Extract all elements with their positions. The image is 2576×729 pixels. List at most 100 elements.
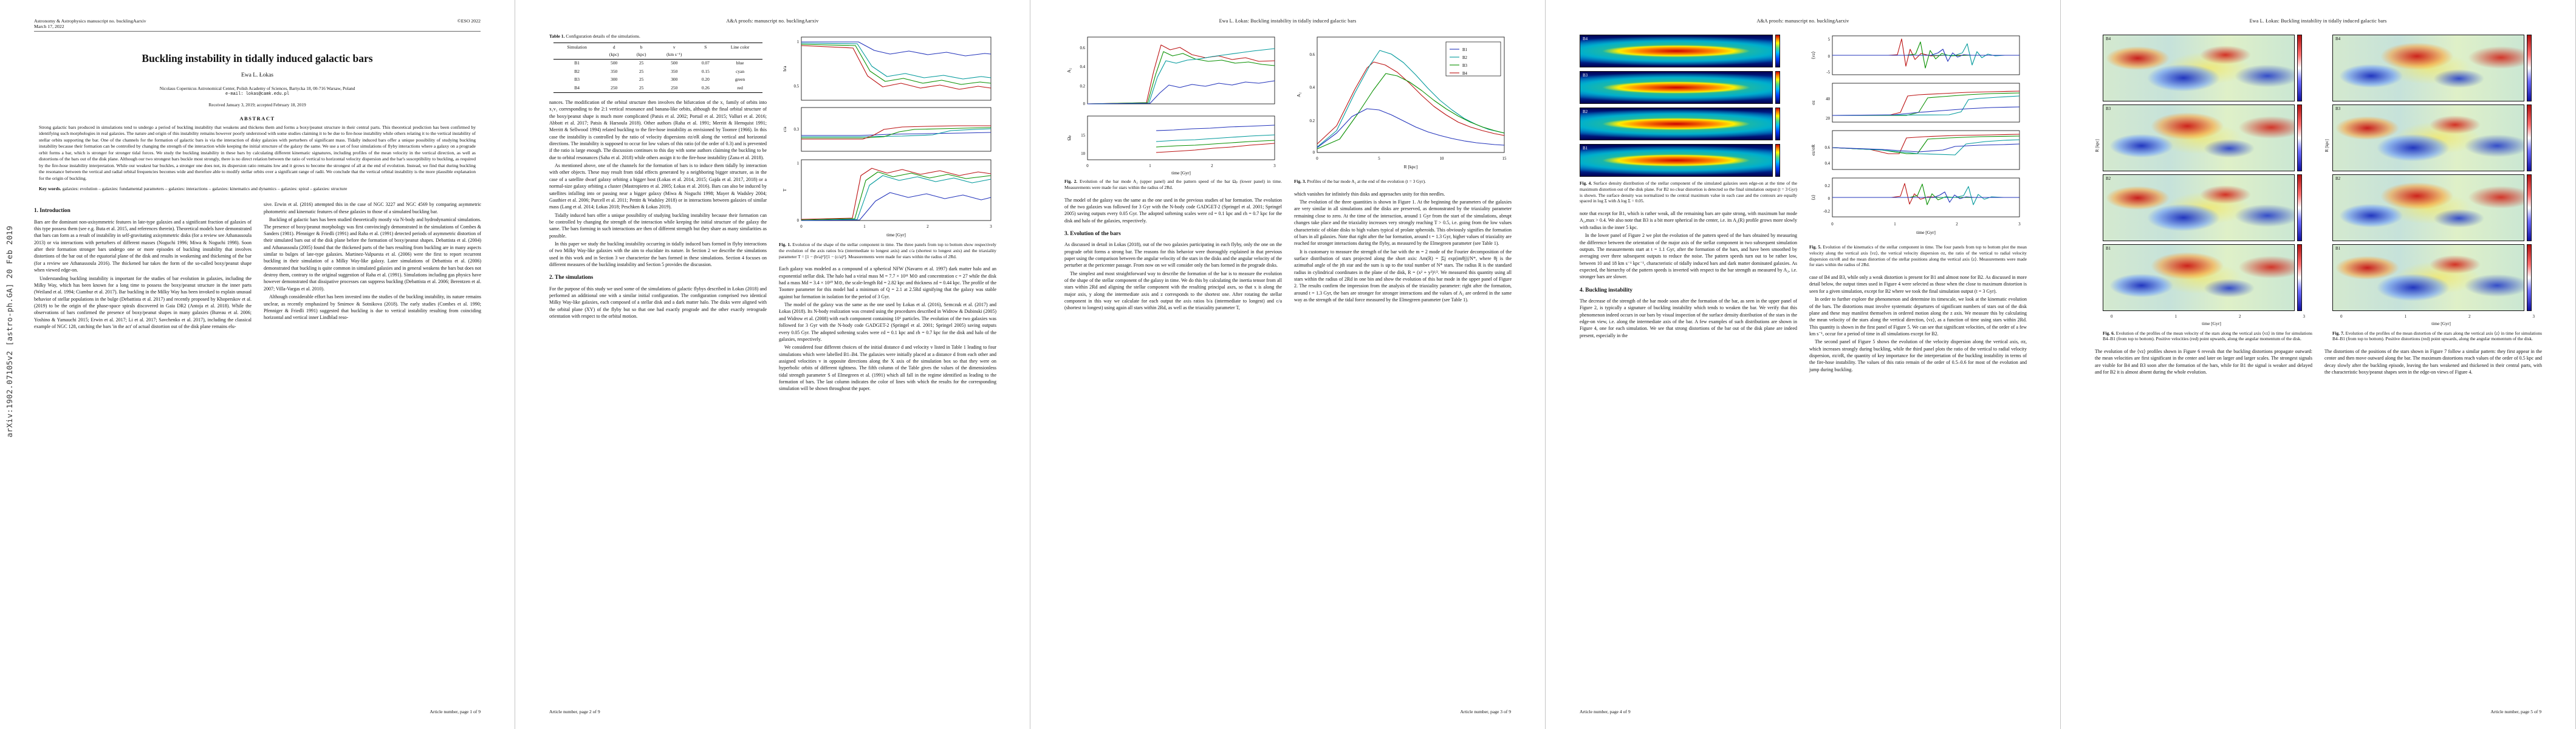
tick-label: 0.4: [1080, 65, 1086, 69]
table-units-row: (kpc) (kpc) (km s⁻¹): [553, 51, 762, 60]
figure-4-caption-label: Fig. 4.: [1580, 180, 1592, 186]
figure-1-caption: Fig. 1. Evolution of the shape of the st…: [779, 242, 996, 259]
figure-5-caption-text: Evolution of the kinematics of the stell…: [1809, 244, 2027, 268]
figure-1-panel-ba: 1 0.5 b/a: [782, 36, 992, 101]
colorbar: [1775, 108, 1780, 140]
figure-7-x-ticks: 0 1 2 3: [2340, 314, 2535, 320]
paper-title: Buckling instability in tidally induced …: [142, 52, 373, 64]
page-footer: Article number, page 3 of 9: [1460, 709, 1511, 714]
page-footer: Article number, page 4 of 9: [1580, 709, 1631, 714]
tick-label: 20: [1826, 117, 1830, 121]
paragraph: The second panel of Figure 5 shows the e…: [1809, 339, 2027, 372]
figure-2-caption-text: Evolution of the bar mode A₂ (upper pane…: [1064, 179, 1282, 190]
tick-label: 15: [1081, 134, 1085, 138]
tick-label: 1: [1149, 164, 1151, 168]
panel-label: B4: [2335, 36, 2341, 41]
tick-label: 1: [797, 40, 799, 44]
tick-label: 2: [1956, 222, 1958, 227]
tick-label: 0.6: [1080, 46, 1086, 50]
paragraph: sive. Erwin et al. (2016) attempted this…: [264, 202, 481, 214]
table-header-cell: Line color: [718, 43, 762, 52]
y-axis-label: ⟨z⟩: [1810, 194, 1816, 200]
figure-6-panel-B4: B4: [2103, 35, 2295, 101]
figure-5-panel-sigmaz: 40 20 σz: [1810, 83, 2020, 123]
abstract-text: Strong galactic bars produced in simulat…: [39, 125, 476, 181]
panel-label: B4: [2106, 36, 2111, 41]
page-2-columns: Table 1. Configuration details of the si…: [549, 33, 996, 394]
table-1-caption-text: Configuration details of the simulations…: [566, 33, 640, 39]
tick-label: 0.3: [794, 128, 800, 132]
table-1: Simulation d b v S Line color (kpc) (kpc…: [553, 43, 762, 93]
page-3-column-right: 0.6 0.4 0.2 0 A₂ B1: [1294, 33, 1512, 313]
series-B1-line: [801, 41, 992, 56]
series-B4-line: [801, 168, 992, 220]
page-footer: Article number, page 1 of 9: [430, 709, 481, 714]
figure-5: 5 0 -5 ⟨vz⟩ 40 20 σz: [1809, 35, 2027, 268]
x-axis-label: time [Gyr]: [1171, 170, 1191, 176]
figure-3-caption: Fig. 3. Profiles of the bar mode A₂ at t…: [1294, 179, 1512, 185]
tick-label: 0.2: [1825, 184, 1831, 188]
figure-5-caption-label: Fig. 5.: [1809, 244, 1821, 250]
colorbar: [2297, 174, 2302, 241]
tick-label: 3: [1273, 164, 1276, 168]
figure-3: 0.6 0.4 0.2 0 A₂ B1: [1294, 35, 1512, 185]
figure-6-caption-label: Fig. 6.: [2103, 330, 2115, 336]
paragraph: The model of the galaxy was the same as …: [1064, 197, 1282, 224]
page-5-column-left: R [kpc] B4 B3 B2 B1: [2095, 33, 2312, 377]
figure-7-panel-B3: B3: [2332, 104, 2524, 171]
figure-6-panel-B1: B1: [2103, 244, 2295, 311]
tick-label: 10: [1081, 152, 1085, 156]
paragraph: It is customary to measure the strength …: [1294, 248, 1512, 303]
series-B3-line: [801, 44, 992, 85]
tick-label: 0.6: [1310, 53, 1315, 57]
colorbar: [2297, 244, 2302, 311]
page-4: A&A proofs: manuscript no. bucklingAarxi…: [1546, 0, 2061, 729]
colorbar: [1775, 35, 1780, 67]
series-B2-line: [1832, 186, 2019, 205]
figure-6-caption-text: Evolution of the profiles of the mean ve…: [2103, 330, 2312, 342]
tick-label: 0.4: [1825, 162, 1831, 166]
legend-label-B3: B3: [1462, 64, 1468, 68]
paragraph: The distortions of the positions of the …: [2324, 349, 2542, 375]
tick-label: 0: [1086, 164, 1089, 168]
tick-label: 0: [1316, 157, 1318, 161]
figure-7-panel-B4: B4: [2332, 35, 2524, 101]
figure-4-row: B3: [1580, 71, 1797, 104]
paragraph: The evolution of the three quantities is…: [1294, 199, 1512, 247]
page-1-columns: 1. Introduction Bars are the dominant no…: [34, 201, 481, 331]
x-axis-label: time [Gyr]: [2431, 320, 2451, 326]
page-footer: Article number, page 2 of 9: [549, 709, 600, 714]
y-axis-label: A₂: [1296, 92, 1301, 97]
series-B4-line: [1832, 134, 2020, 154]
running-head: Ewa L. Łokas: Buckling instability in ti…: [1219, 18, 1357, 24]
figure-6-caption: Fig. 6. Evolution of the profiles of the…: [2103, 330, 2312, 343]
series-B3-line: [801, 127, 992, 139]
colorbar: [1775, 144, 1780, 177]
figure-2-caption-label: Fig. 2.: [1064, 179, 1078, 184]
page-5: Ewa L. Łokas: Buckling instability in ti…: [2061, 0, 2576, 729]
page-5-columns: R [kpc] B4 B3 B2 B1: [2095, 33, 2542, 377]
series-B4-line: [1832, 91, 2020, 116]
tick-label: 1: [1894, 222, 1896, 227]
paragraph: As discussed in detail in Łokas (2018), …: [1064, 242, 1282, 269]
colorbar: [1775, 71, 1780, 104]
figure-2-panel-A2: 0.6 0.4 0.2 0 A₂: [1066, 36, 1275, 106]
y-axis-label: ⟨vz⟩: [1810, 51, 1816, 59]
page-1-header: Astronomy & Astrophysics manuscript no. …: [34, 18, 481, 32]
axes-box: [801, 107, 992, 152]
table-1-caption: Table 1. Configuration details of the si…: [549, 33, 767, 39]
y-axis-label: T: [782, 188, 787, 191]
figure-6-row: B1: [2103, 244, 2312, 311]
figure-4-panel-B2: B2: [1580, 108, 1773, 140]
panel-label: B1: [2335, 246, 2341, 251]
colorbar: [2297, 35, 2302, 101]
series-B1-line: [1087, 80, 1275, 104]
tick-label: 1: [863, 225, 865, 229]
series-B3-line: [1087, 51, 1275, 104]
paragraph: The simplest and most straightforward wa…: [1064, 270, 1282, 311]
figure-6-panel-B3: B3: [2103, 104, 2295, 171]
figure-6: R [kpc] B4 B3 B2 B1: [2095, 35, 2312, 342]
figure-2: 0.6 0.4 0.2 0 A₂ 15 10 Ωₚ: [1064, 35, 1282, 191]
axes-box: [801, 36, 992, 101]
series-B3-line: [1317, 73, 1505, 149]
